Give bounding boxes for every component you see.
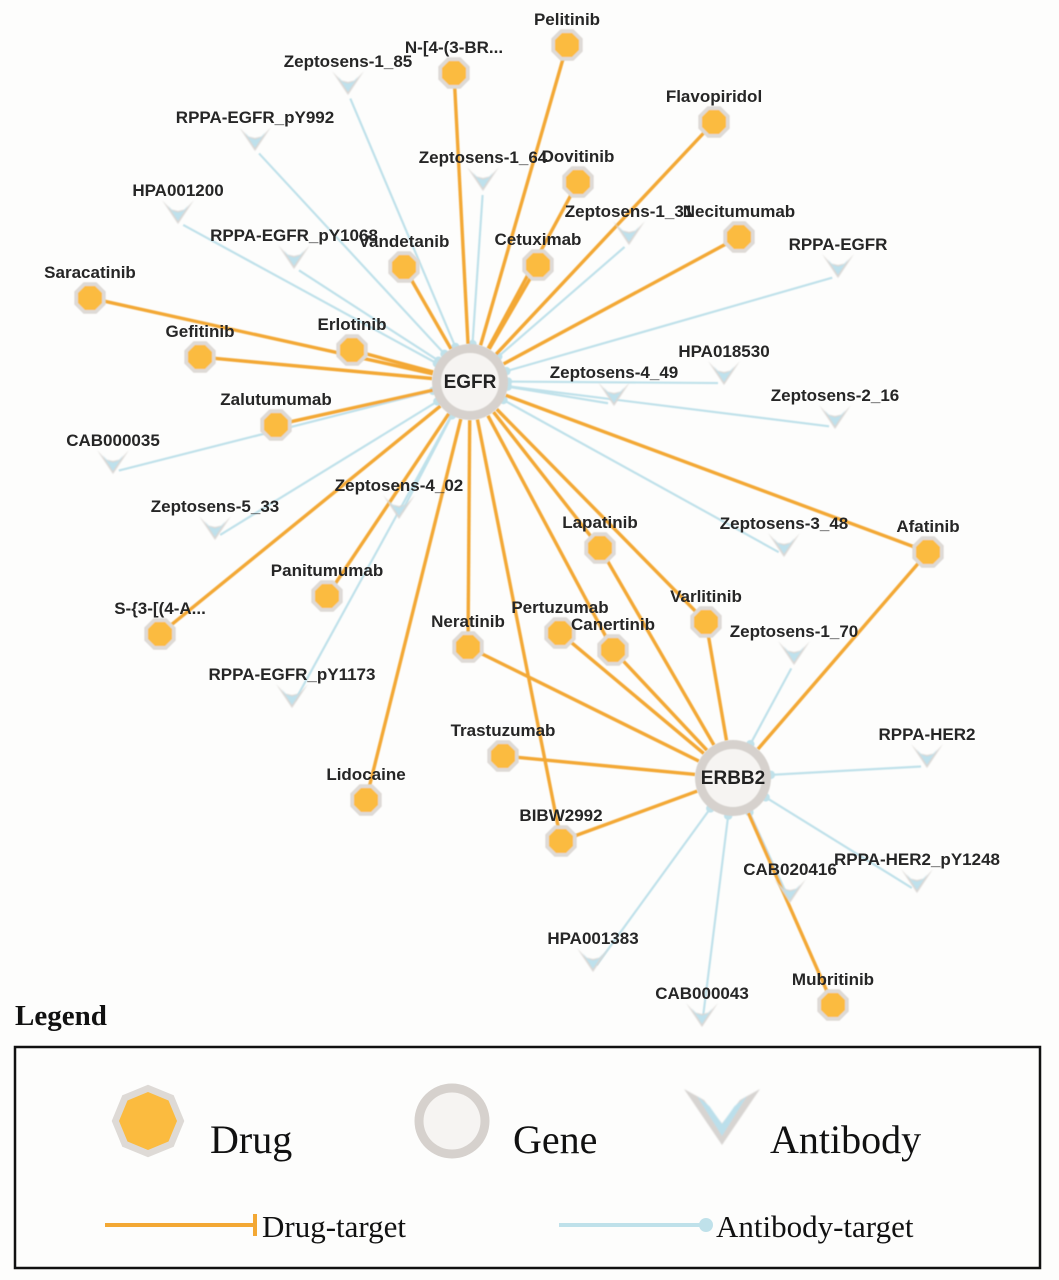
- svg-text:RPPA-EGFR: RPPA-EGFR: [789, 235, 888, 254]
- svg-text:Zeptosens-5_33: Zeptosens-5_33: [151, 497, 280, 516]
- svg-text:Lapatinib: Lapatinib: [562, 513, 638, 532]
- svg-text:Pelitinib: Pelitinib: [534, 10, 600, 29]
- svg-text:CAB000035: CAB000035: [66, 431, 160, 450]
- svg-text:Lidocaine: Lidocaine: [326, 765, 405, 784]
- svg-text:Drug-target: Drug-target: [262, 1209, 406, 1244]
- svg-text:HPA001383: HPA001383: [547, 929, 638, 948]
- svg-text:BIBW2992: BIBW2992: [519, 806, 602, 825]
- svg-text:Zeptosens-1_31: Zeptosens-1_31: [565, 202, 694, 221]
- svg-text:Gene: Gene: [513, 1117, 597, 1162]
- svg-text:Gefitinib: Gefitinib: [166, 322, 235, 341]
- svg-text:Flavopiridol: Flavopiridol: [666, 87, 762, 106]
- svg-text:S-{3-[(4-A...: S-{3-[(4-A...: [114, 599, 206, 618]
- svg-text:Mubritinib: Mubritinib: [792, 970, 874, 989]
- svg-text:RPPA-HER2: RPPA-HER2: [879, 725, 976, 744]
- svg-text:Varlitinib: Varlitinib: [670, 587, 742, 606]
- svg-text:Zeptosens-1_85: Zeptosens-1_85: [284, 52, 413, 71]
- svg-text:EGFR: EGFR: [444, 372, 497, 393]
- svg-text:Necitumumab: Necitumumab: [683, 202, 795, 221]
- svg-text:N-[4-(3-BR...: N-[4-(3-BR...: [405, 38, 503, 57]
- svg-text:ERBB2: ERBB2: [701, 768, 765, 789]
- svg-text:RPPA-EGFR_pY992: RPPA-EGFR_pY992: [176, 108, 334, 127]
- svg-text:RPPA-HER2_pY1248: RPPA-HER2_pY1248: [834, 850, 1000, 869]
- svg-text:Zeptosens-1_64: Zeptosens-1_64: [419, 148, 548, 167]
- svg-text:Cetuximab: Cetuximab: [495, 230, 582, 249]
- svg-text:Antibody: Antibody: [770, 1117, 921, 1162]
- svg-text:Trastuzumab: Trastuzumab: [451, 721, 556, 740]
- svg-text:Legend: Legend: [15, 1000, 107, 1032]
- svg-text:CAB000043: CAB000043: [655, 984, 749, 1003]
- svg-text:RPPA-EGFR_pY1068: RPPA-EGFR_pY1068: [210, 226, 378, 245]
- svg-text:Zeptosens-2_16: Zeptosens-2_16: [771, 386, 900, 405]
- svg-text:Antibody-target: Antibody-target: [716, 1209, 914, 1244]
- svg-text:Saracatinib: Saracatinib: [44, 263, 136, 282]
- svg-text:Afatinib: Afatinib: [896, 517, 959, 536]
- svg-text:RPPA-EGFR_pY1173: RPPA-EGFR_pY1173: [209, 665, 376, 684]
- svg-text:Drug: Drug: [210, 1117, 292, 1162]
- svg-text:Panitumumab: Panitumumab: [271, 561, 383, 580]
- svg-text:Zeptosens-4_02: Zeptosens-4_02: [335, 476, 464, 495]
- svg-text:Zeptosens-1_70: Zeptosens-1_70: [730, 622, 859, 641]
- svg-text:HPA001200: HPA001200: [132, 181, 223, 200]
- svg-text:CAB020416: CAB020416: [743, 860, 837, 879]
- svg-text:Zalutumumab: Zalutumumab: [220, 390, 331, 409]
- svg-text:Zeptosens-3_48: Zeptosens-3_48: [720, 514, 849, 533]
- svg-text:Dovitinib: Dovitinib: [542, 147, 615, 166]
- svg-text:HPA018530: HPA018530: [678, 342, 769, 361]
- svg-text:Canertinib: Canertinib: [571, 615, 655, 634]
- svg-text:Neratinib: Neratinib: [431, 612, 505, 631]
- svg-text:Erlotinib: Erlotinib: [318, 315, 387, 334]
- svg-text:Zeptosens-4_49: Zeptosens-4_49: [550, 363, 679, 382]
